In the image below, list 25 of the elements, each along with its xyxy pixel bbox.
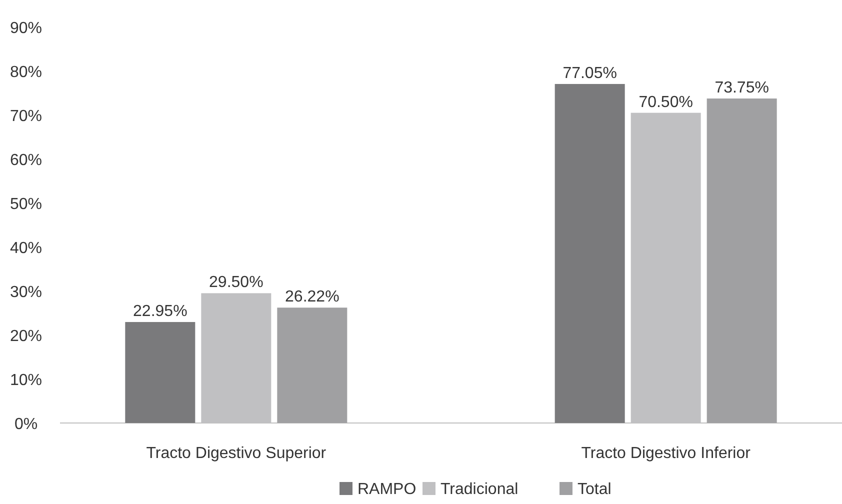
x-tick-label: Tracto Digestivo Superior [146, 445, 327, 462]
bar [277, 308, 348, 423]
data-label: 73.75% [714, 80, 769, 96]
data-label: 77.05% [562, 64, 617, 82]
bar [706, 98, 777, 423]
y-tick-label: 50% [10, 196, 42, 213]
y-tick-label: 0% [14, 416, 38, 433]
data-label: 22.95% [133, 303, 188, 320]
y-tick-label: 20% [10, 328, 42, 345]
y-tick-label: 30% [10, 284, 42, 301]
legend-label: RAMPO [358, 481, 416, 498]
data-label: 70.50% [638, 94, 693, 111]
y-tick-label: 80% [10, 64, 42, 81]
legend-label: Tradicional [440, 481, 518, 498]
y-tick-label: 60% [10, 152, 42, 169]
x-tick-label: Tracto Digestivo Inferior [581, 445, 752, 462]
data-label: 29.50% [209, 274, 264, 292]
y-tick-label: 10% [10, 372, 42, 389]
y-tick-label: 40% [10, 240, 42, 257]
bar [554, 84, 625, 423]
legend-label: Total [578, 481, 612, 498]
y-tick-label: 90% [10, 20, 42, 37]
bar [125, 322, 196, 423]
data-label: 26.22% [285, 288, 340, 306]
y-tick-label: 70% [10, 108, 42, 125]
